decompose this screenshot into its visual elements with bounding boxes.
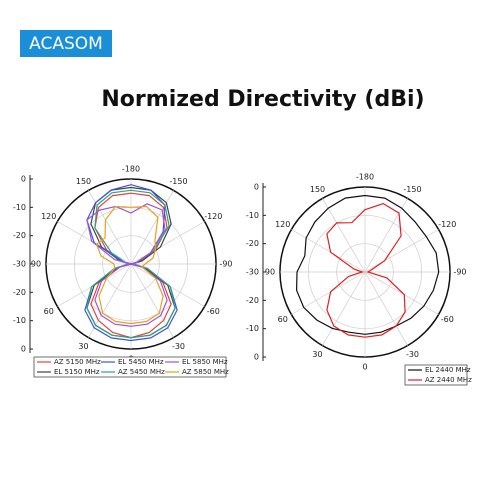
theta-tick-label: -180 bbox=[122, 165, 140, 174]
r-tick-label: -10 bbox=[13, 316, 26, 325]
r-tick-label: 0 bbox=[21, 175, 26, 184]
grid-spoke bbox=[291, 271, 366, 315]
theta-tick-label: 0 bbox=[362, 363, 367, 372]
theta-tick-label: 150 bbox=[310, 185, 325, 194]
r-tick-label: -20 bbox=[13, 288, 26, 297]
theta-tick-label: -150 bbox=[169, 177, 187, 186]
theta-tick-label: -180 bbox=[356, 173, 374, 182]
pattern-line bbox=[295, 194, 440, 335]
logo: ACASOM bbox=[29, 34, 103, 54]
r-tick-label: -30 bbox=[246, 268, 259, 277]
theta-tick-label: 60 bbox=[44, 307, 54, 316]
theta-tick-label: -30 bbox=[406, 350, 419, 359]
theta-tick-label: 120 bbox=[275, 220, 290, 229]
logo-box bbox=[20, 30, 112, 57]
grid-spoke bbox=[322, 271, 366, 346]
r-tick-label: 0 bbox=[254, 353, 259, 362]
pattern-line bbox=[95, 205, 164, 325]
pattern-line bbox=[86, 203, 168, 327]
grid-spoke bbox=[364, 271, 439, 315]
pattern-line bbox=[86, 189, 176, 339]
legend-label: AZ 2440 MHz bbox=[425, 376, 472, 384]
r-tick-label: 0 bbox=[21, 345, 26, 354]
legend-label: EL 5150 MHz bbox=[54, 368, 100, 376]
grid-spoke bbox=[291, 229, 366, 273]
r-tick-label: -10 bbox=[13, 203, 26, 212]
r-tick-label: -30 bbox=[13, 260, 26, 269]
r-tick-label: -20 bbox=[246, 239, 259, 248]
grid-spoke bbox=[364, 229, 439, 273]
r-tick-label: -20 bbox=[246, 296, 259, 305]
legend-label: AZ 5450 MHz bbox=[118, 368, 165, 376]
theta-tick-label: -120 bbox=[204, 212, 222, 221]
legend-label: EL 2440 MHz bbox=[425, 366, 471, 374]
theta-tick-label: -60 bbox=[207, 307, 220, 316]
theta-tick-label: 60 bbox=[278, 315, 288, 324]
grid-spoke bbox=[364, 271, 408, 346]
theta-tick-label: 120 bbox=[41, 212, 56, 221]
legend-label: AZ 5850 MHz bbox=[182, 368, 229, 376]
r-tick-label: -10 bbox=[246, 324, 259, 333]
r-tick-label: -20 bbox=[13, 231, 26, 240]
grid-spoke bbox=[322, 198, 366, 273]
theta-tick-label: -120 bbox=[438, 220, 456, 229]
theta-tick-label: 30 bbox=[78, 342, 88, 351]
theta-tick-label: 150 bbox=[76, 177, 91, 186]
r-tick-label: 0 bbox=[254, 183, 259, 192]
theta-tick-label: 90 bbox=[31, 260, 41, 269]
theta-tick-label: 30 bbox=[312, 350, 322, 359]
legend-label: EL 5850 MHz bbox=[182, 358, 228, 366]
theta-tick-label: -90 bbox=[453, 268, 466, 277]
title: Normized Directivity (dBi) bbox=[101, 87, 424, 112]
grid-spoke bbox=[364, 198, 408, 273]
theta-tick-label: -90 bbox=[219, 260, 232, 269]
r-tick-label: -10 bbox=[246, 211, 259, 220]
theta-tick-label: -60 bbox=[441, 315, 454, 324]
theta-tick-label: -150 bbox=[403, 185, 421, 194]
theta-tick-label: -30 bbox=[172, 342, 185, 351]
grid-spoke bbox=[130, 221, 205, 265]
legend-label: AZ 5150 MHz bbox=[54, 358, 101, 366]
pattern-line bbox=[326, 202, 406, 338]
legend-label: EL 5450 MHz bbox=[118, 358, 164, 366]
theta-tick-label: 90 bbox=[265, 268, 275, 277]
